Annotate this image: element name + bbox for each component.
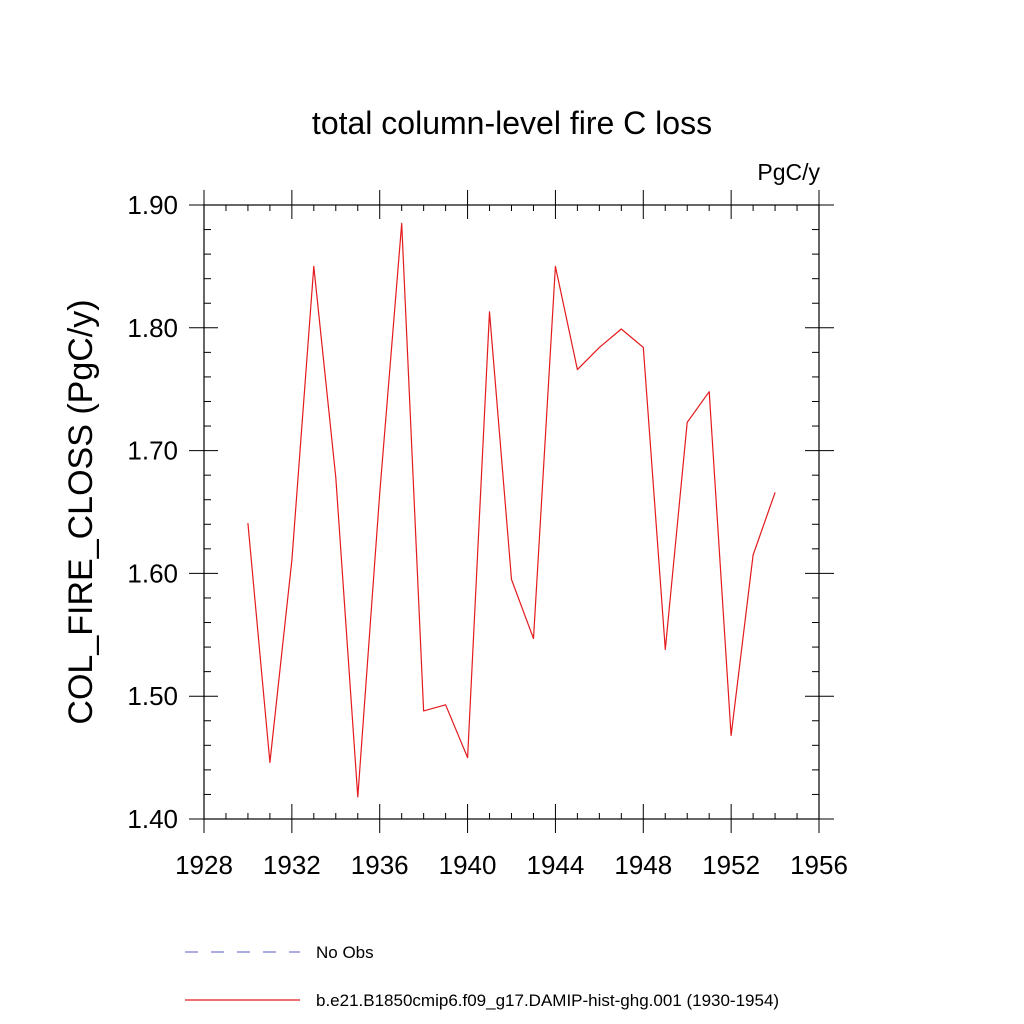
- y-tick-label: 1.50: [127, 681, 178, 711]
- x-tick-label: 1932: [263, 850, 321, 880]
- y-tick-label: 1.60: [127, 558, 178, 588]
- x-tick-label: 1936: [351, 850, 409, 880]
- x-tick-label: 1928: [175, 850, 233, 880]
- x-tick-label: 1944: [527, 850, 585, 880]
- chart-title: total column-level fire C loss: [312, 105, 712, 141]
- legend: No Obs b.e21.B1850cmip6.f09_g17.DAMIP-hi…: [185, 943, 779, 1010]
- x-tick-label: 1948: [614, 850, 672, 880]
- legend-label-no-obs: No Obs: [316, 943, 374, 962]
- x-tick-label: 1952: [702, 850, 760, 880]
- units-label: PgC/y: [757, 159, 820, 185]
- y-tick-label: 1.80: [127, 313, 178, 343]
- x-tick-label: 1940: [439, 850, 497, 880]
- series-layer: [247, 222, 776, 798]
- axis-ticks: [189, 190, 834, 833]
- y-tick-label: 1.70: [127, 436, 178, 466]
- axis-tick-labels: 1928 1932 1936 1940 1944 1948 1952 1956 1.40 1.50…: [127, 190, 848, 880]
- plot-frame: [203, 204, 820, 820]
- y-axis-label: COL_FIRE_CLOSS (PgC/y): [62, 299, 100, 724]
- legend-label-series: b.e21.B1850cmip6.f09_g17.DAMIP-hist-ghg.…: [316, 991, 779, 1010]
- x-tick-label: 1956: [790, 850, 848, 880]
- y-tick-label: 1.90: [127, 190, 178, 220]
- y-tick-label: 1.40: [127, 804, 178, 834]
- series-line: [247, 222, 776, 798]
